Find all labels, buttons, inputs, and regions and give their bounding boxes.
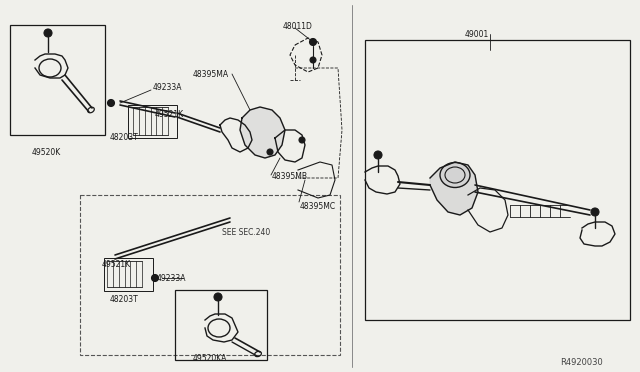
Circle shape — [591, 208, 599, 216]
Text: SEE SEC.240: SEE SEC.240 — [222, 228, 270, 237]
Text: 49001: 49001 — [465, 30, 489, 39]
Text: 49520K: 49520K — [32, 148, 61, 157]
Bar — [365, 40, 630, 320]
Bar — [128, 105, 177, 138]
Circle shape — [214, 293, 222, 301]
Circle shape — [108, 99, 115, 106]
Circle shape — [267, 149, 273, 155]
Bar — [104, 258, 153, 291]
Text: 49233A: 49233A — [153, 83, 182, 92]
Polygon shape — [240, 107, 285, 158]
Text: 49520KA: 49520KA — [193, 354, 227, 363]
Circle shape — [152, 275, 159, 282]
Text: 48395MB: 48395MB — [272, 172, 308, 181]
Ellipse shape — [440, 163, 470, 187]
Text: 48011D: 48011D — [283, 22, 313, 31]
Circle shape — [310, 38, 317, 45]
Text: 48395MC: 48395MC — [300, 202, 336, 211]
Polygon shape — [430, 162, 478, 215]
Circle shape — [299, 137, 305, 143]
Text: 49521K: 49521K — [102, 260, 131, 269]
Text: R4920030: R4920030 — [560, 358, 603, 367]
Circle shape — [310, 57, 316, 63]
Text: 48395MA: 48395MA — [193, 70, 229, 79]
Circle shape — [44, 29, 52, 37]
Bar — [175, 290, 267, 360]
Text: 48203T: 48203T — [110, 295, 139, 304]
Text: 48203T: 48203T — [110, 133, 139, 142]
Bar — [80, 195, 340, 355]
Circle shape — [374, 151, 382, 159]
Bar — [10, 25, 105, 135]
Text: 49233A: 49233A — [157, 274, 186, 283]
Text: 49521K: 49521K — [155, 110, 184, 119]
